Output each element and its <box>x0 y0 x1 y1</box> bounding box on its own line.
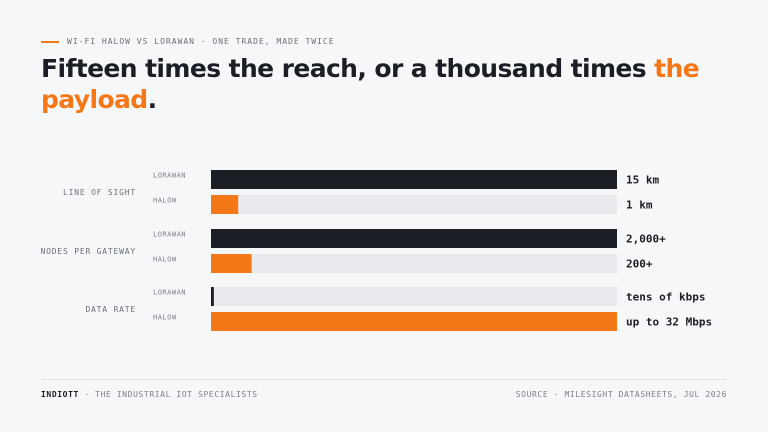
bar-track <box>211 195 617 214</box>
bar-lorawan <box>211 170 617 189</box>
value-label: tens of kbps <box>626 291 705 304</box>
series-label: HALOW <box>153 197 177 205</box>
eyebrow-text: WI-FI HALOW VS LORAWAN · ONE TRADE, MADE… <box>67 37 335 46</box>
value-label: up to 32 Mbps <box>626 316 712 329</box>
footer-left: INDIOTT · THE INDUSTRIAL IOT SPECIALISTS <box>41 390 258 399</box>
bar-halow <box>211 312 617 331</box>
footer: INDIOTT · THE INDUSTRIAL IOT SPECIALISTS… <box>41 379 727 399</box>
value-label: 200+ <box>626 258 653 271</box>
eyebrow-rule <box>41 40 59 43</box>
series-label: HALOW <box>153 256 177 264</box>
bar-lorawan <box>211 229 617 248</box>
headline-period: . <box>147 85 158 114</box>
series-label: LORAWAN <box>153 172 186 180</box>
headline: Fifteen times the reach, or a thousand t… <box>41 53 731 115</box>
footer-source: SOURCE · MILESIGHT DATASHEETS, JUL 2026 <box>515 390 727 399</box>
series-label: LORAWAN <box>153 289 186 297</box>
value-label: 2,000+ <box>626 233 666 246</box>
footer-brand: INDIOTT <box>41 390 79 399</box>
bar-halow <box>211 254 252 273</box>
value-label: 15 km <box>626 174 659 187</box>
bar-track <box>211 254 617 273</box>
bar-track <box>211 287 617 306</box>
footer-tagline: · THE INDUSTRIAL IOT SPECIALISTS <box>78 390 258 399</box>
group-label: DATA RATE <box>85 305 136 314</box>
value-label: 1 km <box>626 199 653 212</box>
eyebrow: WI-FI HALOW VS LORAWAN · ONE TRADE, MADE… <box>41 37 335 46</box>
group-label: LINE OF SIGHT <box>63 188 136 197</box>
group-label: NODES PER GATEWAY <box>41 247 136 256</box>
bar-lorawan <box>211 287 214 306</box>
series-label: HALOW <box>153 314 177 322</box>
headline-accent: the payload <box>41 54 700 114</box>
series-label: LORAWAN <box>153 231 186 239</box>
headline-text: Fifteen times the reach, or a thousand t… <box>41 54 655 83</box>
bar-halow <box>211 195 239 214</box>
